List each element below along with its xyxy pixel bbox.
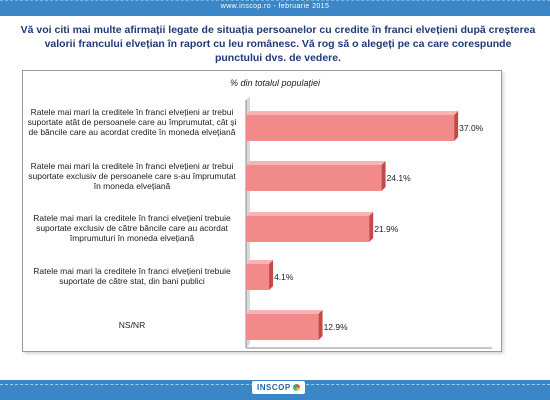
- bar-2: [246, 165, 382, 191]
- header-meta: www.inscop.ro - februarie 2015: [220, 3, 330, 10]
- data-label-5: 12.9%: [324, 322, 349, 332]
- bar-side-3: [369, 212, 374, 242]
- header-band: www.inscop.ro - februarie 2015: [0, 0, 550, 16]
- survey-question: Vă voi citi mai multe afirmații legate d…: [20, 24, 536, 64]
- bar-top-2: [246, 161, 386, 165]
- header-stripe: [0, 0, 550, 4]
- logo-text: INSCOP: [257, 383, 291, 392]
- bar-1: [246, 115, 455, 141]
- bar-4: [246, 264, 270, 290]
- bar-side-4: [269, 260, 274, 290]
- category-label-1: Ratele mai mari la creditele în franci e…: [27, 107, 237, 137]
- bar-3: [246, 216, 370, 242]
- bar-side-2: [381, 161, 386, 191]
- bar-5: [246, 314, 319, 340]
- bar-top-3: [246, 212, 374, 216]
- logo-globe-icon: [292, 384, 300, 391]
- chart-title: % din totalul populației: [229, 78, 321, 88]
- category-label-4: Ratele mai mari la creditele în franci e…: [33, 266, 231, 286]
- category-label-2: Ratele mai mari la creditele în franci e…: [28, 161, 236, 191]
- bar-side-1: [454, 111, 459, 141]
- bar-side-5: [318, 310, 323, 340]
- data-label-3: 21.9%: [374, 224, 399, 234]
- bar-top-4: [246, 260, 274, 264]
- data-label-2: 24.1%: [387, 173, 412, 183]
- data-label-4: 4.1%: [274, 272, 294, 282]
- inscop-logo: INSCOP: [252, 381, 305, 394]
- category-label-5: NS/NR: [118, 320, 146, 330]
- category-label-3: Ratele mai mari la creditele în franci e…: [33, 213, 231, 243]
- bar-top-1: [246, 111, 459, 115]
- bar-top-5: [246, 310, 323, 314]
- data-label-1: 37.0%: [459, 123, 484, 133]
